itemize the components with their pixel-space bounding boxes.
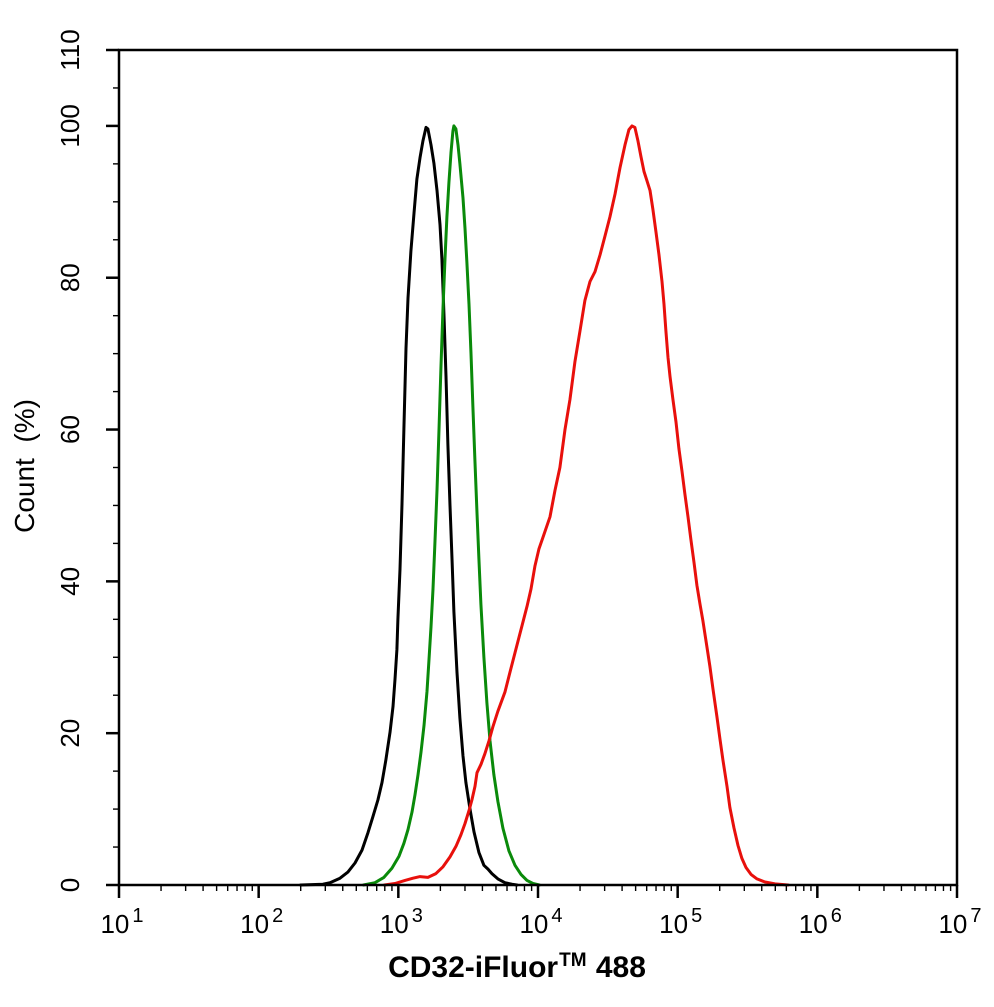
y-axis-tick-label: 0 — [55, 878, 85, 892]
x-axis-tick-label: 10 7 — [938, 905, 981, 939]
x-axis-tick-label: 10 4 — [519, 905, 562, 939]
x-axis-tick-label: 10 1 — [100, 905, 143, 939]
x-axis-tick-label: 10 5 — [659, 905, 702, 939]
x-axis: 10 1 10 2 10 3 10 4 10 5 10 6 10 7 CD32-iFluorTM 488 — [100, 885, 982, 984]
x-axis-tick-label: 10 6 — [799, 905, 842, 939]
curve-black — [299, 125, 519, 887]
y-axis-tick-label: 100 — [55, 104, 85, 147]
y-axis-tick-label: 80 — [55, 263, 85, 292]
x-axis-tick-label: 10 3 — [380, 905, 423, 939]
series-group — [299, 124, 790, 887]
curve-red — [382, 124, 790, 887]
y-axis-tick-label: 110 — [55, 29, 85, 70]
y-axis-title: Count (%) — [9, 399, 40, 533]
y-axis-tick-label: 20 — [55, 719, 85, 748]
curve-green — [361, 124, 541, 887]
y-axis: 0 20 40 60 80 100 110 Count (%) — [9, 29, 119, 892]
y-axis-tick-label: 40 — [55, 567, 85, 596]
y-axis-tick-label: 60 — [55, 415, 85, 444]
x-axis-title: CD32-iFluorTM 488 — [388, 950, 646, 984]
x-axis-tick-label: 10 2 — [240, 905, 283, 939]
